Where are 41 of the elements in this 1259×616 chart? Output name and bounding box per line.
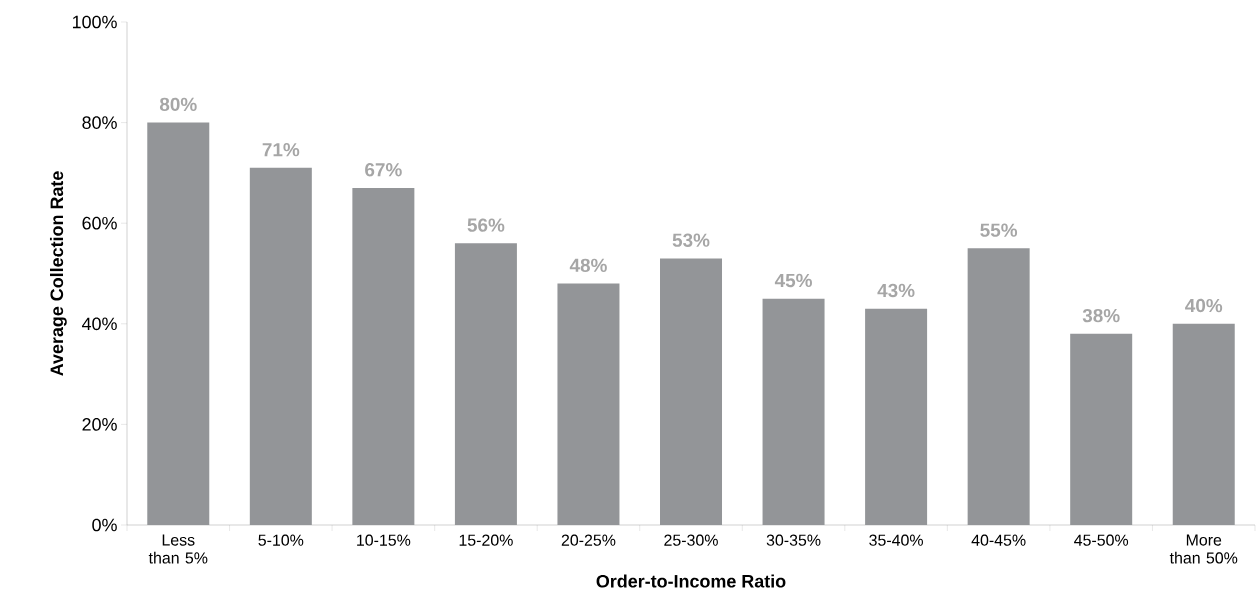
y-axis-title: Average Collection Rate — [49, 171, 67, 376]
data-label: 45% — [774, 273, 812, 288]
bar — [967, 248, 1030, 525]
y-tick-label: 80% — [82, 116, 117, 129]
x-tick-label: 35-40% — [869, 534, 923, 546]
data-label: 53% — [672, 233, 710, 247]
bar — [1070, 333, 1133, 525]
x-tick-label: 5-10% — [258, 534, 304, 546]
bar — [454, 243, 517, 525]
data-label: 80% — [159, 97, 197, 112]
y-tick-label: 100% — [72, 15, 117, 29]
data-label: 38% — [1082, 308, 1120, 323]
bar — [660, 258, 723, 525]
bar — [1172, 323, 1235, 525]
x-tick-label: 10-15% — [357, 534, 411, 546]
bar — [249, 167, 312, 525]
data-label: 56% — [467, 218, 505, 232]
x-tick-label: 25-30% — [664, 534, 718, 546]
data-label: 43% — [877, 283, 915, 298]
y-tick-label: 20% — [82, 418, 117, 431]
bar — [865, 308, 928, 525]
x-tick-label: 40-45% — [971, 534, 1026, 546]
x-tick-label: 30-35% — [766, 534, 821, 546]
data-label: 71% — [262, 143, 300, 157]
data-label: 55% — [980, 223, 1018, 237]
bar — [147, 122, 210, 525]
x-tick-label: 15-20% — [459, 534, 513, 546]
bar — [352, 187, 415, 525]
y-tick-label: 40% — [81, 317, 117, 331]
bar — [557, 283, 620, 525]
data-label: 48% — [569, 258, 607, 273]
x-axis-title: Order-to-Income Ratio — [596, 574, 786, 588]
x-tick-label: 45-50% — [1074, 534, 1129, 546]
x-tick-label: Less than 5% — [148, 534, 208, 564]
data-label: 67% — [365, 163, 402, 177]
y-tick-label: 60% — [82, 216, 117, 230]
y-tick-label: 0% — [92, 518, 117, 532]
bar — [762, 298, 825, 525]
x-tick-label: More than 50% — [1169, 534, 1238, 564]
x-tick-label: 20-25% — [561, 534, 616, 546]
data-label: 40% — [1185, 298, 1223, 313]
